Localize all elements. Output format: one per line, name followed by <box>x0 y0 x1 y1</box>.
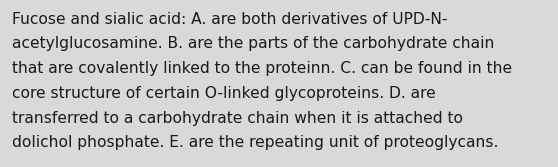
Text: Fucose and sialic acid: A. are both derivatives of UPD-N-: Fucose and sialic acid: A. are both deri… <box>12 12 448 27</box>
Text: core structure of certain O-linked glycoproteins. D. are: core structure of certain O-linked glyco… <box>12 86 436 101</box>
Text: that are covalently linked to the proteinn. C. can be found in the: that are covalently linked to the protei… <box>12 61 512 76</box>
Text: acetylglucosamine. B. are the parts of the carbohydrate chain: acetylglucosamine. B. are the parts of t… <box>12 36 494 51</box>
Text: transferred to a carbohydrate chain when it is attached to: transferred to a carbohydrate chain when… <box>12 111 463 126</box>
Text: dolichol phosphate. E. are the repeating unit of proteoglycans.: dolichol phosphate. E. are the repeating… <box>12 135 499 150</box>
